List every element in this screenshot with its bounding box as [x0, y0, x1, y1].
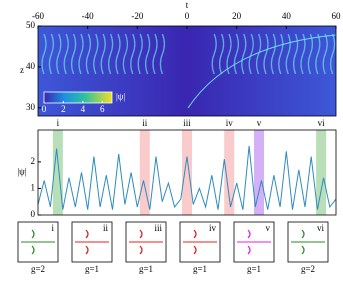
heatmap-stripe	[241, 33, 247, 75]
heatmap-stripe	[130, 33, 136, 75]
heatmap-stripe	[56, 33, 62, 75]
inset-label: i	[51, 223, 54, 233]
highlight-band	[316, 130, 327, 215]
heatmap-stripe	[285, 33, 291, 75]
band-label: iv	[226, 118, 234, 128]
x-tick-label: -40	[82, 11, 94, 21]
heatmap-stripe	[292, 33, 299, 75]
inset-genus: g=1	[247, 264, 261, 274]
highlight-band	[254, 130, 265, 215]
heatmap-stripe	[218, 33, 225, 75]
heatmap-stripe	[322, 33, 328, 75]
heatmap-stripe	[255, 33, 262, 75]
inset-curves	[247, 229, 251, 255]
line-series	[37, 145, 337, 210]
band-label: i	[57, 118, 60, 128]
inset-curves	[139, 229, 143, 255]
band-label: v	[257, 118, 262, 128]
inset-curves	[193, 229, 197, 255]
y-tick-label: 40	[26, 61, 36, 71]
inset-label: iv	[209, 223, 217, 233]
heatmap-stripe	[152, 33, 158, 75]
y-axis-label: |ψ|	[17, 167, 26, 177]
inset-genus: g=1	[193, 264, 207, 274]
heatmap-stripe	[248, 33, 254, 75]
y-tick-label: 50	[26, 20, 36, 30]
x-tick-label: 0	[185, 11, 190, 21]
highlight-band	[224, 130, 235, 215]
heatmap-curve	[187, 34, 337, 109]
heatmap-stripe	[48, 33, 55, 75]
heatmap-stripe	[233, 33, 240, 75]
heatmap-stripe	[137, 33, 143, 75]
colorbar-tick-label: 4	[81, 104, 86, 114]
x-tick-label: 60	[332, 11, 342, 21]
colorbar-tick-label: 0	[42, 104, 47, 114]
inset-curves	[31, 229, 35, 255]
heatmap-stripe	[85, 33, 92, 75]
colorbar-label: |ψ|	[116, 92, 125, 102]
band-label: ii	[142, 118, 148, 128]
heatmap-stripe	[93, 33, 99, 75]
inset-label: v	[266, 223, 271, 233]
inset-label: ii	[103, 223, 109, 233]
highlight-band	[182, 130, 192, 215]
inset-label: iii	[154, 223, 162, 233]
y-tick-label: 0	[31, 209, 36, 219]
heatmap-stripe	[41, 33, 47, 75]
inset-label: vi	[317, 223, 325, 233]
heatmap-stripe	[159, 33, 166, 75]
heatmap-stripe	[107, 33, 114, 75]
y-tick-label: 2	[31, 156, 36, 166]
y-axis-label: z	[20, 65, 24, 75]
x-tick-label: -60	[32, 11, 44, 21]
x-tick-label: 20	[232, 11, 242, 21]
colorbar	[43, 91, 113, 104]
colorbar-tick-label: 6	[100, 104, 105, 114]
heatmap-stripe	[278, 33, 284, 75]
inset-genus: g=1	[85, 264, 99, 274]
heatmap-stripe	[329, 33, 336, 75]
heatmap-stripe	[122, 33, 129, 75]
heatmap-stripe	[115, 33, 121, 75]
plot-frame	[37, 129, 337, 216]
y-tick-label: 30	[26, 102, 36, 112]
heatmap-stripe	[307, 33, 314, 75]
colorbar-tick-label: 2	[61, 104, 66, 114]
inset-curves	[301, 229, 305, 255]
x-axis-label: t	[186, 0, 189, 10]
heatmap-stripe	[78, 33, 84, 75]
highlight-band	[52, 130, 63, 215]
inset-genus: g=1	[139, 264, 153, 274]
heatmap-stripe	[70, 33, 77, 75]
inset-curves	[85, 229, 89, 255]
heatmap-stripe	[315, 33, 321, 75]
band-label: vi	[318, 118, 326, 128]
heatmap-stripe	[211, 33, 217, 75]
heatmap-stripe	[63, 33, 69, 75]
band-label: iii	[183, 118, 191, 128]
inset-genus: g=2	[31, 264, 45, 274]
x-tick-label: -20	[131, 11, 143, 21]
x-tick-label: 40	[282, 11, 292, 21]
heatmap-stripe	[144, 33, 151, 75]
y-tick-label: 1	[31, 183, 36, 193]
inset-genus: g=2	[301, 264, 315, 274]
heatmap-stripe	[270, 33, 277, 75]
heatmap-stripe	[263, 33, 269, 75]
highlight-band	[139, 130, 150, 215]
heatmap-stripe	[100, 33, 106, 75]
heatmap-stripe	[226, 33, 232, 75]
